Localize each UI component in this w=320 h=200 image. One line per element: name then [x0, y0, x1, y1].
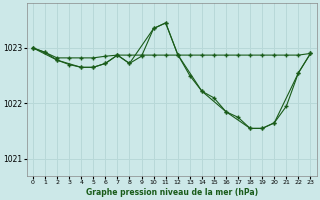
X-axis label: Graphe pression niveau de la mer (hPa): Graphe pression niveau de la mer (hPa): [86, 188, 258, 197]
